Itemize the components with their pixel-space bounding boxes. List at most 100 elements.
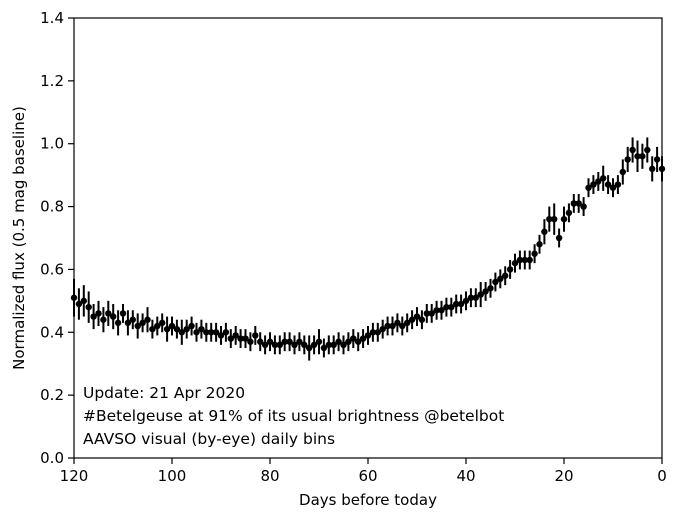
data-point (394, 319, 401, 327)
data-point (379, 325, 386, 333)
data-point (232, 332, 239, 339)
data-point (212, 329, 220, 336)
data-point (462, 297, 470, 305)
data-point (423, 310, 430, 317)
data-point (257, 338, 264, 345)
data-point (301, 341, 308, 349)
x-tick-label: 100 (158, 467, 187, 485)
data-point (653, 156, 661, 163)
data-point (541, 228, 548, 235)
data-point (580, 203, 587, 210)
annotation-source: AAVSO visual (by-eye) daily bins (83, 430, 335, 448)
data-point (271, 341, 279, 349)
data-points (70, 137, 666, 361)
data-point (291, 341, 298, 349)
data-point (629, 146, 636, 154)
data-point (252, 332, 259, 339)
data-point (310, 341, 318, 349)
annotation-brightness: #Betelgeuse at 91% of its usual brightne… (83, 407, 504, 425)
data-point (355, 338, 362, 345)
data-point (511, 259, 519, 267)
data-point (438, 307, 445, 314)
data-point (614, 181, 622, 188)
data-point (634, 153, 641, 160)
data-point (487, 285, 494, 292)
data-point (345, 338, 352, 345)
data-point (521, 256, 528, 264)
annotation-box: Update: 21 Apr 2020 #Betelgeuse at 91% o… (83, 384, 504, 448)
data-point (178, 329, 185, 336)
data-point (531, 250, 538, 257)
data-point (139, 319, 146, 327)
data-point (105, 310, 112, 317)
data-point (472, 294, 479, 301)
data-point (325, 341, 332, 349)
data-point (75, 300, 83, 308)
data-point (560, 215, 568, 223)
x-tick-label: 60 (358, 467, 377, 485)
data-point (242, 335, 249, 342)
y-tick-label: 1.2 (40, 72, 64, 90)
annotation-update-date: Update: 21 Apr 2020 (83, 384, 245, 402)
data-point (149, 325, 156, 333)
data-point (408, 316, 416, 323)
data-point (173, 325, 181, 333)
data-point (266, 338, 274, 345)
data-point (80, 297, 88, 305)
data-point (281, 338, 288, 345)
x-axis-label: Days before today (299, 491, 437, 509)
data-point (159, 319, 166, 327)
data-point (428, 310, 435, 317)
data-point (114, 319, 122, 327)
data-point (70, 294, 78, 301)
x-tick-label: 120 (60, 467, 89, 485)
data-point (85, 303, 92, 311)
data-point (90, 313, 97, 320)
data-point (144, 316, 151, 323)
data-point (374, 329, 381, 336)
data-point (595, 178, 602, 185)
data-point (306, 344, 313, 352)
plot-area (70, 17, 666, 459)
x-tick-label: 0 (657, 467, 667, 485)
data-point (247, 338, 254, 345)
data-point (604, 181, 612, 188)
data-point (188, 322, 195, 330)
data-point (492, 278, 499, 286)
data-point (624, 156, 631, 163)
data-point (565, 209, 573, 217)
data-point (551, 215, 558, 223)
x-axis: 120 100 80 60 40 20 0 (60, 458, 667, 485)
data-point (119, 310, 127, 317)
data-point (546, 215, 553, 223)
y-tick-label: 1.0 (40, 135, 64, 153)
y-axis-label: Normalized flux (0.5 mag baseline) (10, 106, 28, 370)
data-point (453, 300, 460, 308)
data-point (286, 338, 293, 345)
data-point (315, 338, 323, 345)
data-point (658, 165, 666, 173)
data-point (335, 338, 342, 345)
data-point (227, 335, 234, 342)
data-point (124, 319, 132, 327)
data-point (276, 341, 283, 349)
data-point (585, 184, 592, 191)
data-point (506, 266, 514, 273)
data-point (555, 234, 563, 242)
data-point (448, 303, 455, 311)
data-point (350, 335, 357, 342)
data-point (217, 332, 225, 339)
data-point (467, 294, 475, 301)
data-point (110, 313, 117, 320)
x-tick-label: 20 (554, 467, 573, 485)
x-tick-label: 40 (456, 467, 475, 485)
data-point (129, 316, 136, 323)
data-point (198, 325, 205, 333)
data-point (575, 200, 582, 207)
data-point (389, 322, 396, 330)
data-point (502, 272, 509, 279)
data-point (193, 329, 200, 336)
data-point (433, 307, 440, 314)
data-point (497, 275, 504, 283)
data-point (619, 168, 626, 176)
